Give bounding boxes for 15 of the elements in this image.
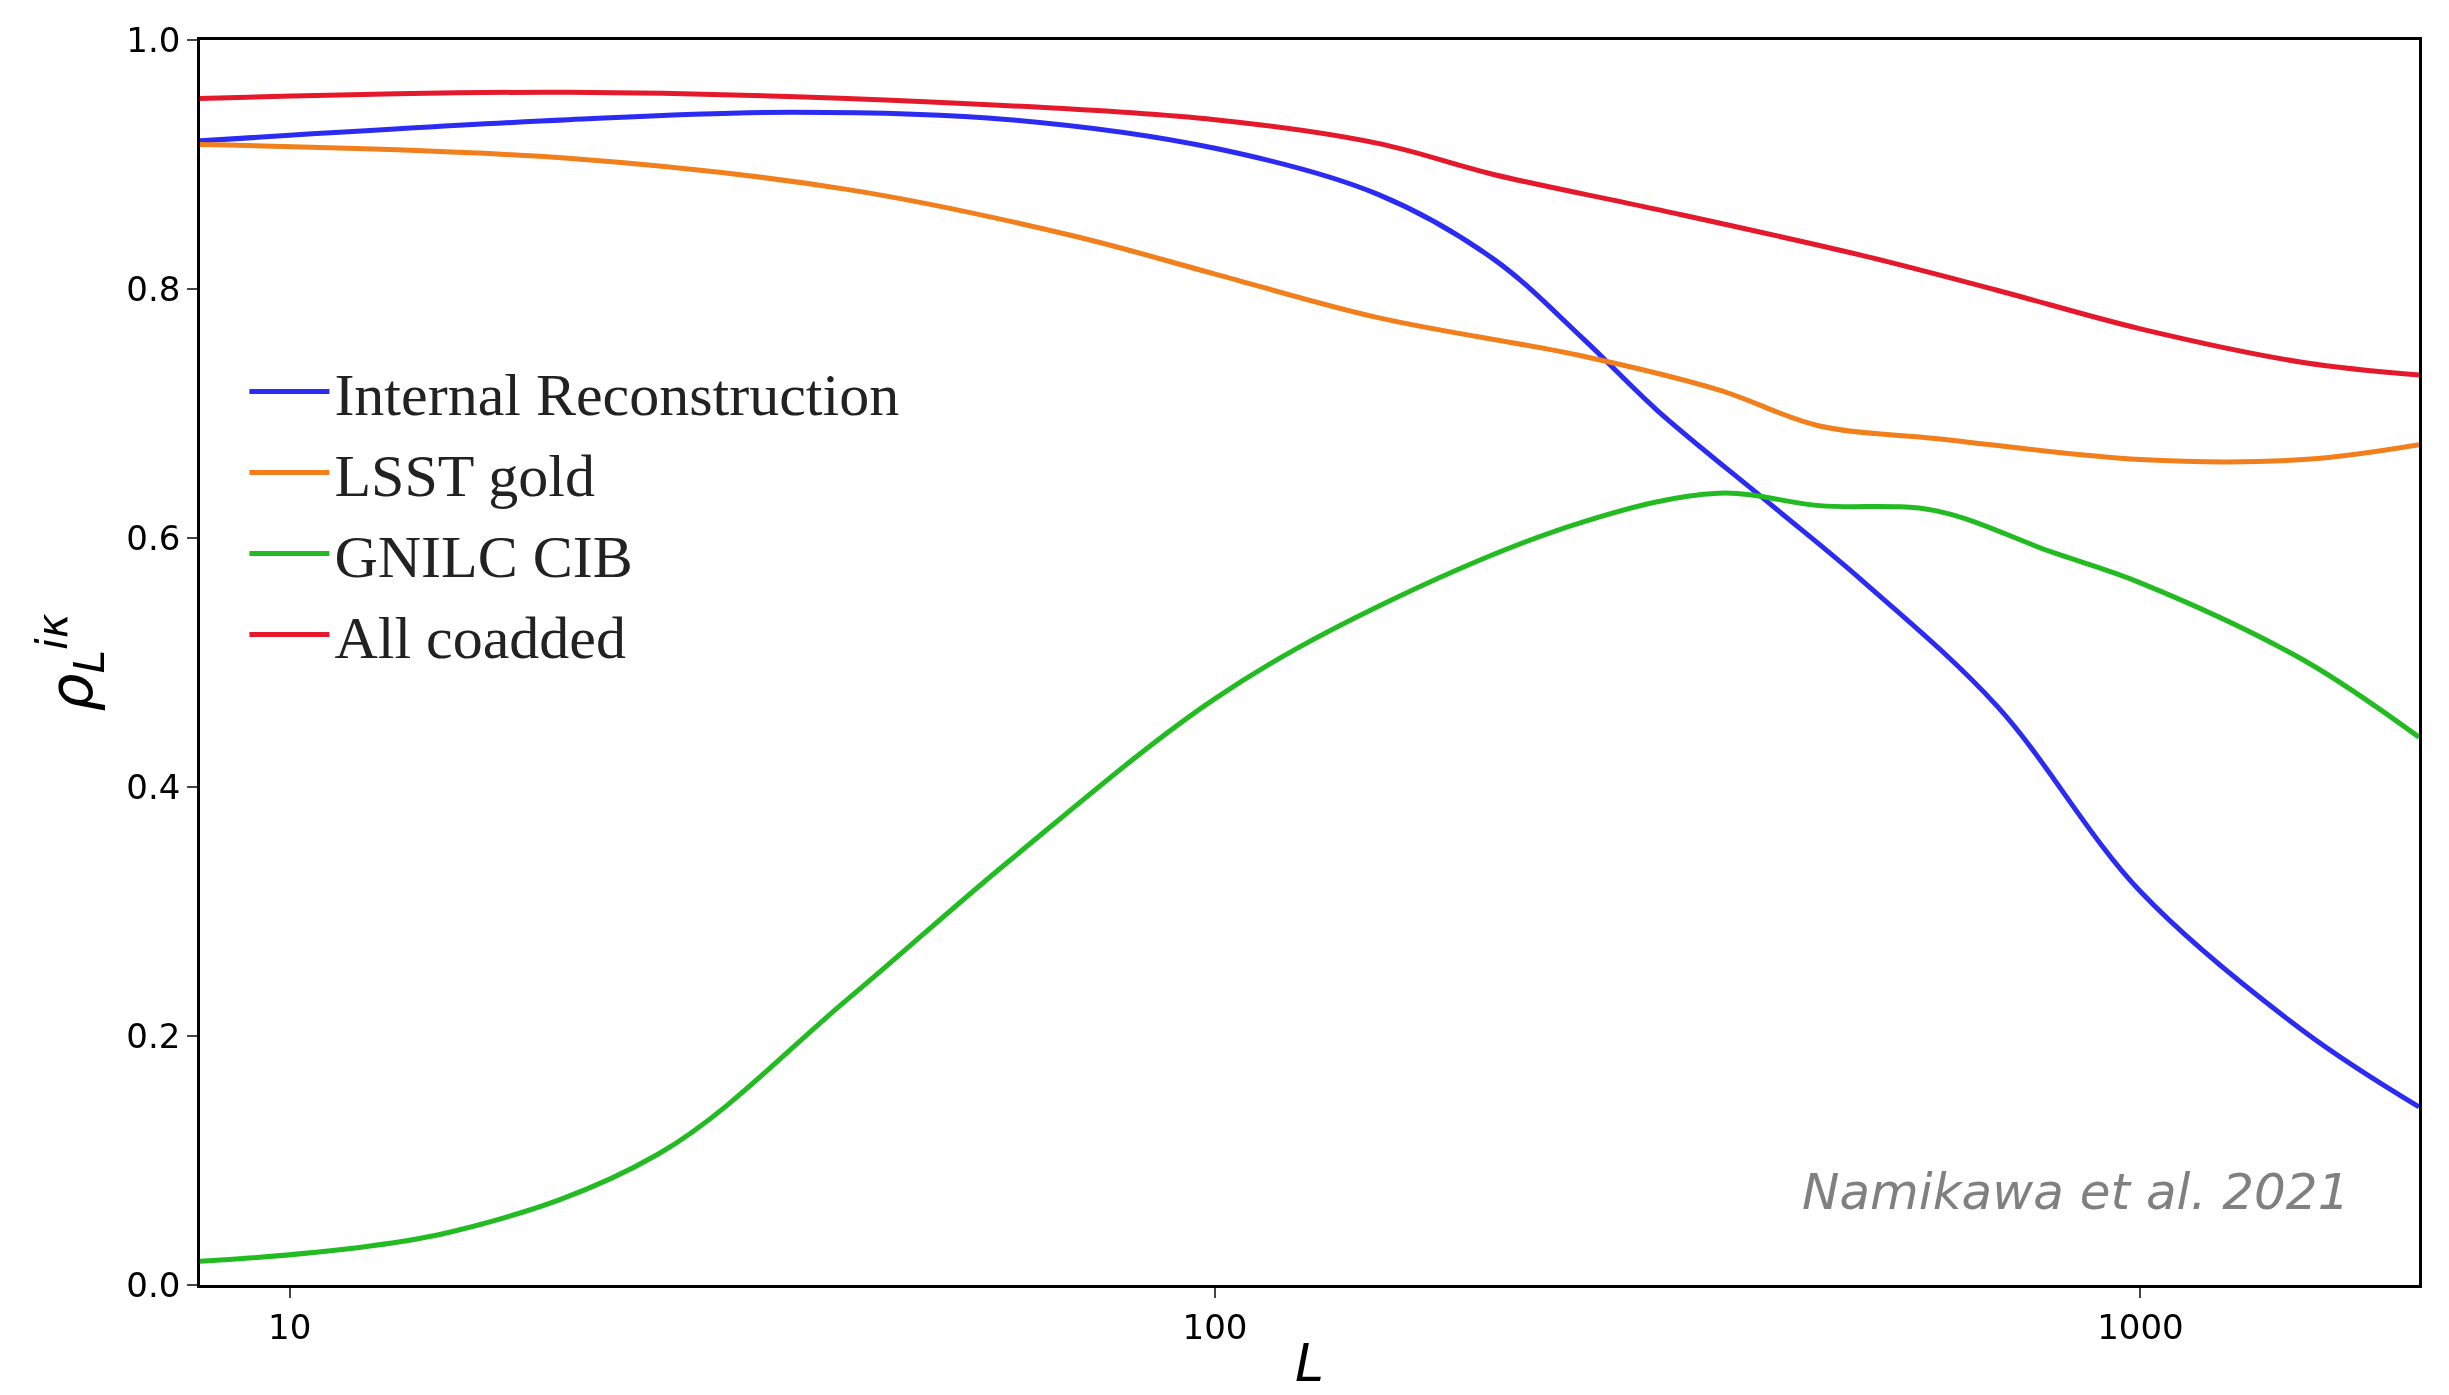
- y-tick-label: 0.2: [126, 1015, 181, 1056]
- legend-label: Internal Reconstruction: [334, 362, 900, 428]
- legend-label: LSST gold: [334, 443, 596, 509]
- x-axis-title: L: [1295, 1333, 1324, 1394]
- y-tick-label: 0.8: [126, 268, 181, 309]
- legend-label: GNILC CIB: [334, 524, 633, 590]
- x-tick-label: 100: [1182, 1306, 1248, 1347]
- x-tick-label: 1000: [2097, 1306, 2184, 1347]
- y-tick-label: 0.6: [126, 517, 181, 558]
- y-tick-label: 0.0: [126, 1264, 181, 1305]
- y-tick-label: 0.4: [126, 766, 181, 807]
- y-tick-label: 1.0: [126, 19, 181, 60]
- x-tick-label: 10: [268, 1306, 312, 1347]
- legend-label: All coadded: [334, 605, 626, 671]
- annotation: Namikawa et al. 2021: [1802, 1163, 2350, 1221]
